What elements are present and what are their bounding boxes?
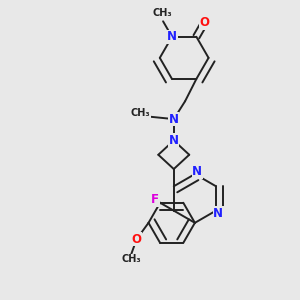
Text: F: F [151, 194, 159, 206]
Text: N: N [169, 112, 179, 126]
Text: N: N [169, 134, 179, 147]
Text: CH₃: CH₃ [153, 8, 172, 18]
Text: O: O [200, 16, 209, 29]
Text: N: N [213, 206, 224, 220]
Text: CH₃: CH₃ [131, 108, 150, 118]
Text: CH₃: CH₃ [122, 254, 141, 264]
Text: N: N [192, 165, 202, 178]
Text: N: N [167, 30, 177, 43]
Text: O: O [132, 233, 142, 246]
